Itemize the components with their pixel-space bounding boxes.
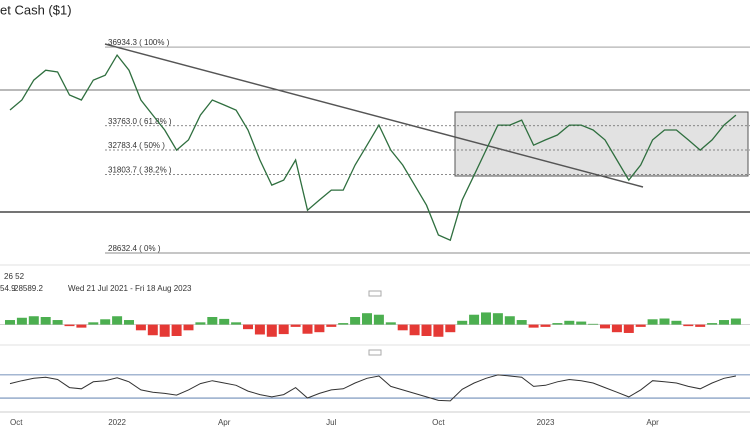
fib-label: 33763.0 ( 61.8% ): [108, 117, 172, 126]
histogram-bar: [611, 324, 622, 333]
histogram-bar: [254, 324, 265, 335]
histogram-bar: [635, 324, 646, 327]
x-tick-label: Apr: [646, 418, 659, 427]
histogram-bar: [231, 322, 242, 325]
histogram-bar: [16, 317, 27, 325]
x-tick-label: Oct: [10, 418, 23, 427]
x-tick-label: Apr: [218, 418, 231, 427]
histogram-bar: [350, 317, 361, 325]
histogram-bar: [195, 322, 206, 325]
price-line: [9, 53, 737, 242]
histogram-bar: [40, 317, 51, 325]
range-box: [454, 111, 749, 177]
histogram-bar: [100, 319, 111, 325]
histogram-bar: [266, 324, 277, 337]
histogram-bar: [207, 317, 218, 325]
histogram-bar: [278, 324, 289, 335]
histogram-bar: [314, 324, 325, 333]
indicator-label: Wed 21 Jul 2021 - Fri 18 Aug 2023: [68, 284, 192, 293]
x-tick-label: 2022: [108, 418, 126, 427]
histogram-bar: [385, 322, 396, 325]
histogram-bar: [373, 314, 384, 325]
histogram-bar: [124, 320, 134, 325]
histogram-bar: [362, 313, 372, 325]
histogram-bar: [528, 324, 539, 328]
fib-label: 36934.3 ( 100% ): [108, 38, 170, 47]
histogram-bar: [647, 319, 658, 325]
fib-label: 32783.4 ( 50% ): [108, 141, 165, 150]
histogram-bar: [28, 316, 39, 325]
histogram-bar: [707, 323, 718, 325]
rsi-line: [9, 374, 736, 402]
histogram-bar: [504, 316, 515, 325]
histogram-bar: [433, 324, 444, 337]
histogram-bar: [112, 316, 123, 325]
histogram-bar: [564, 320, 575, 325]
histogram-bar: [88, 322, 99, 325]
histogram-bar: [326, 324, 337, 327]
histogram-bar: [243, 324, 253, 330]
histogram-bar: [409, 324, 420, 336]
indicator-label: 26 52: [4, 272, 25, 281]
histogram-bar: [52, 320, 63, 325]
histogram-bar: [588, 323, 599, 325]
histogram-bar: [147, 324, 158, 336]
histogram-bar: [5, 320, 15, 325]
chart-title: et Cash ($1): [0, 2, 72, 17]
histogram-bar: [183, 324, 194, 331]
histogram-bar: [397, 324, 408, 331]
x-tick-label: Oct: [432, 418, 445, 427]
histogram-bar: [469, 314, 480, 325]
histogram-bar: [457, 320, 468, 325]
histogram-bar: [683, 324, 694, 327]
histogram-bar: [552, 323, 563, 325]
histogram-bar: [623, 324, 634, 333]
histogram-bar: [445, 324, 456, 333]
x-tick-label: 2023: [537, 418, 555, 427]
histogram-bar: [730, 318, 741, 325]
histogram-bar: [159, 324, 170, 337]
histogram-bar: [576, 321, 587, 325]
fib-label: 31803.7 ( 38.2% ): [108, 165, 172, 174]
histogram-bar: [302, 324, 313, 334]
histogram-bar: [290, 324, 301, 327]
panel-handle: [368, 290, 382, 297]
histogram-bar: [338, 323, 349, 325]
histogram-bar: [540, 324, 551, 327]
histogram-bar: [76, 324, 87, 328]
histogram-bar: [64, 324, 75, 327]
indicator-label: 28589.2: [14, 284, 43, 293]
histogram-bar: [695, 324, 706, 327]
histogram-bar: [659, 318, 670, 325]
histogram-bar: [219, 318, 230, 325]
indicator-label: 54.9: [0, 284, 16, 293]
histogram-bar: [516, 320, 527, 325]
histogram-bar: [481, 312, 491, 325]
histogram-bar: [671, 320, 682, 325]
histogram-bar: [492, 313, 503, 325]
histogram-bar: [600, 324, 610, 329]
histogram-bar: [135, 324, 146, 331]
histogram-bar: [421, 324, 432, 336]
fib-label: 28632.4 ( 0% ): [108, 244, 161, 253]
histogram-bar: [719, 320, 729, 325]
histogram-bar: [171, 324, 182, 336]
x-tick-label: Jul: [326, 418, 336, 427]
trend-line: [104, 43, 644, 188]
panel-handle: [368, 349, 382, 356]
